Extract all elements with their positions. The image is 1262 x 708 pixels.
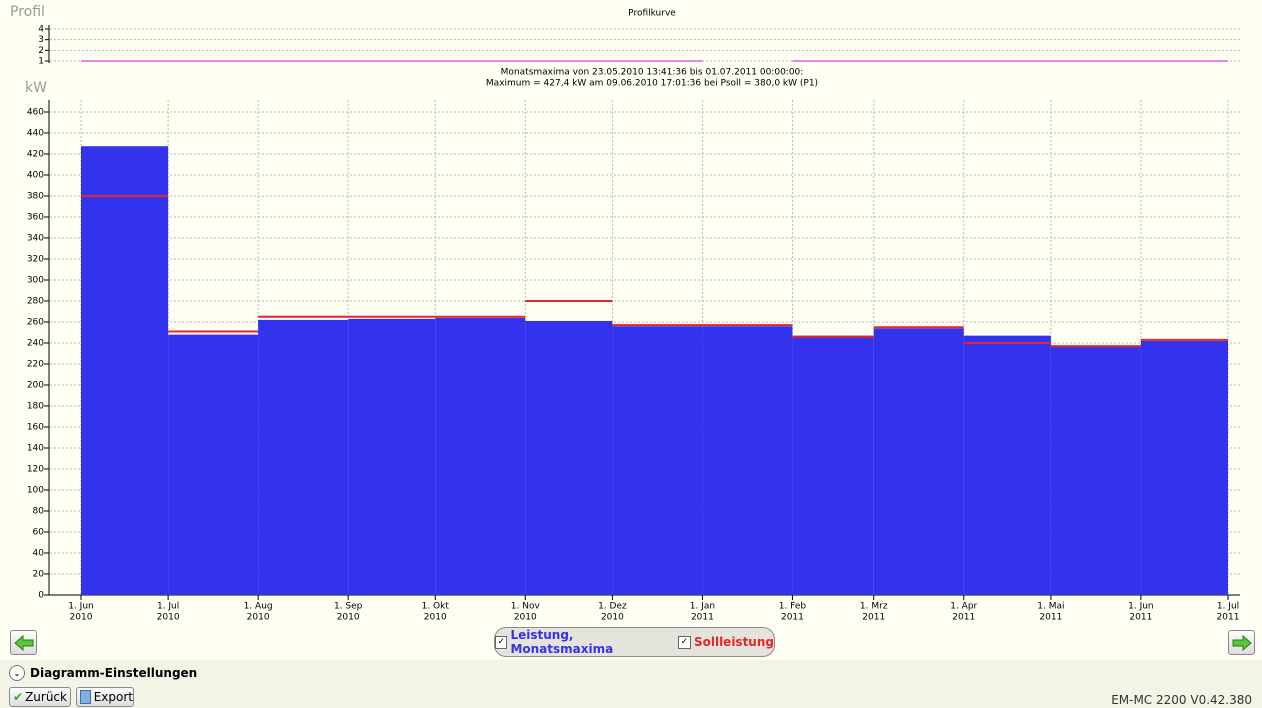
- arrow-icon: [13, 634, 33, 651]
- chart-title: Maximum = 427,4 kW am 09.06.2010 17:01:3…: [486, 79, 818, 89]
- y-tick-label: 320: [27, 255, 44, 265]
- checkbox[interactable]: ✓: [677, 635, 691, 649]
- bar: [873, 328, 964, 595]
- x-tick-label: 2010: [601, 613, 624, 623]
- y-tick-label: 300: [27, 276, 44, 286]
- x-tick-label: 1. Jun: [1128, 602, 1154, 612]
- y-tick-label: 460: [27, 108, 44, 118]
- y-tick-label: 360: [27, 213, 44, 223]
- x-tick-label: 1. Sep: [334, 602, 363, 612]
- bar: [168, 334, 259, 595]
- bar: [963, 335, 1051, 595]
- y-tick-label: 440: [27, 129, 44, 139]
- x-tick-label: 1. Apr: [950, 602, 977, 612]
- back-button[interactable]: ✔ Zurück: [9, 687, 71, 707]
- x-tick-label: 1. Jul: [1217, 602, 1239, 612]
- x-tick-label: 2010: [424, 613, 447, 623]
- legend-label: Leistung, Monatsmaxima: [510, 628, 614, 656]
- x-tick-label: 2011: [781, 613, 804, 623]
- checkbox[interactable]: ✓: [495, 635, 508, 649]
- settings-label: Diagramm-Einstellungen: [30, 666, 198, 680]
- y-tick-label: 340: [27, 234, 44, 244]
- y-tick-label: 3: [38, 35, 44, 45]
- bar: [702, 326, 793, 595]
- x-tick-label: 1. Mrz: [860, 602, 888, 612]
- x-tick-label: 1. Nov: [511, 602, 541, 612]
- bar: [1050, 346, 1141, 595]
- export-label: Export: [93, 690, 133, 704]
- chart-title: Monatsmaxima von 23.05.2010 13:41:36 bis…: [501, 68, 804, 78]
- y-tick-label: 160: [27, 423, 44, 433]
- back-label: Zurück: [25, 690, 67, 704]
- x-tick-label: 2011: [691, 613, 714, 623]
- y-tick-label: 120: [27, 465, 44, 475]
- profile-axis-label: Profil: [10, 4, 45, 20]
- y-tick-label: 2: [38, 46, 44, 56]
- y-tick-label: 140: [27, 444, 44, 454]
- y-tick-label: 40: [33, 549, 45, 559]
- bar: [1140, 340, 1228, 595]
- y-tick-label: 280: [27, 297, 44, 307]
- y-tick-label: 20: [33, 570, 45, 580]
- arrow-icon: [1232, 634, 1252, 651]
- y-tick-label: 400: [27, 171, 44, 181]
- x-tick-label: 2010: [337, 613, 360, 623]
- x-tick-label: 2010: [157, 613, 180, 623]
- x-tick-label: 1. Jul: [157, 602, 179, 612]
- bar: [258, 319, 349, 595]
- legend-item[interactable]: ✓ Leistung, Monatsmaxima: [495, 628, 672, 656]
- x-tick-label: 2011: [1129, 613, 1152, 623]
- x-tick-label: 1. Feb: [779, 602, 807, 612]
- y-tick-label: 0: [38, 591, 44, 601]
- expand-icon: ⌄: [9, 665, 25, 681]
- bar: [525, 320, 613, 595]
- footer: [0, 660, 1262, 708]
- y-tick-label: 60: [33, 528, 45, 538]
- y-tick-label: 260: [27, 318, 44, 328]
- x-tick-label: 1. Okt: [422, 602, 450, 612]
- x-tick-label: 1. Jun: [68, 602, 94, 612]
- x-tick-label: 2011: [862, 613, 885, 623]
- y-tick-label: 80: [33, 507, 45, 517]
- legend-label: Sollleistung: [693, 635, 774, 649]
- x-tick-label: 1. Mai: [1037, 602, 1064, 612]
- bar: [612, 326, 703, 595]
- next-button[interactable]: [1228, 630, 1255, 655]
- y-axis-label: kW: [25, 80, 47, 96]
- x-tick-label: 2011: [1039, 613, 1062, 623]
- prev-button[interactable]: [10, 630, 37, 655]
- settings-toggle[interactable]: ⌄ Diagramm-Einstellungen: [9, 665, 197, 681]
- x-tick-label: 1. Jan: [690, 602, 715, 612]
- export-button[interactable]: Export: [76, 687, 134, 707]
- y-tick-label: 4: [38, 25, 44, 35]
- y-tick-label: 380: [27, 192, 44, 202]
- bar: [435, 317, 526, 595]
- profile-title: Profilkurve: [628, 9, 676, 19]
- bar: [348, 318, 436, 595]
- y-tick-label: 420: [27, 150, 44, 160]
- version: EM-MC 2200 V0.42.380: [1111, 693, 1252, 707]
- legend-item[interactable]: ✓ Sollleistung: [677, 635, 774, 649]
- y-tick-label: 100: [27, 486, 44, 496]
- bar: [81, 146, 169, 596]
- y-tick-label: 180: [27, 402, 44, 412]
- y-tick-label: 200: [27, 381, 44, 391]
- chart: Profil Profilkurve kW Monatsmaxima von 2…: [10, 4, 1240, 623]
- x-tick-label: 1. Dez: [598, 602, 627, 612]
- y-tick-label: 220: [27, 360, 44, 370]
- x-tick-label: 2011: [1217, 613, 1240, 623]
- x-tick-label: 2010: [514, 613, 537, 623]
- x-tick-label: 2010: [70, 613, 93, 623]
- x-tick-label: 2011: [952, 613, 975, 623]
- y-tick-label: 240: [27, 339, 44, 349]
- y-tick-label: 1: [38, 57, 44, 67]
- x-tick-label: 1. Aug: [244, 602, 273, 612]
- legend: ✓ Leistung, Monatsmaxima ✓ Sollleistung: [494, 627, 775, 657]
- bar: [792, 335, 874, 595]
- x-tick-label: 2010: [247, 613, 270, 623]
